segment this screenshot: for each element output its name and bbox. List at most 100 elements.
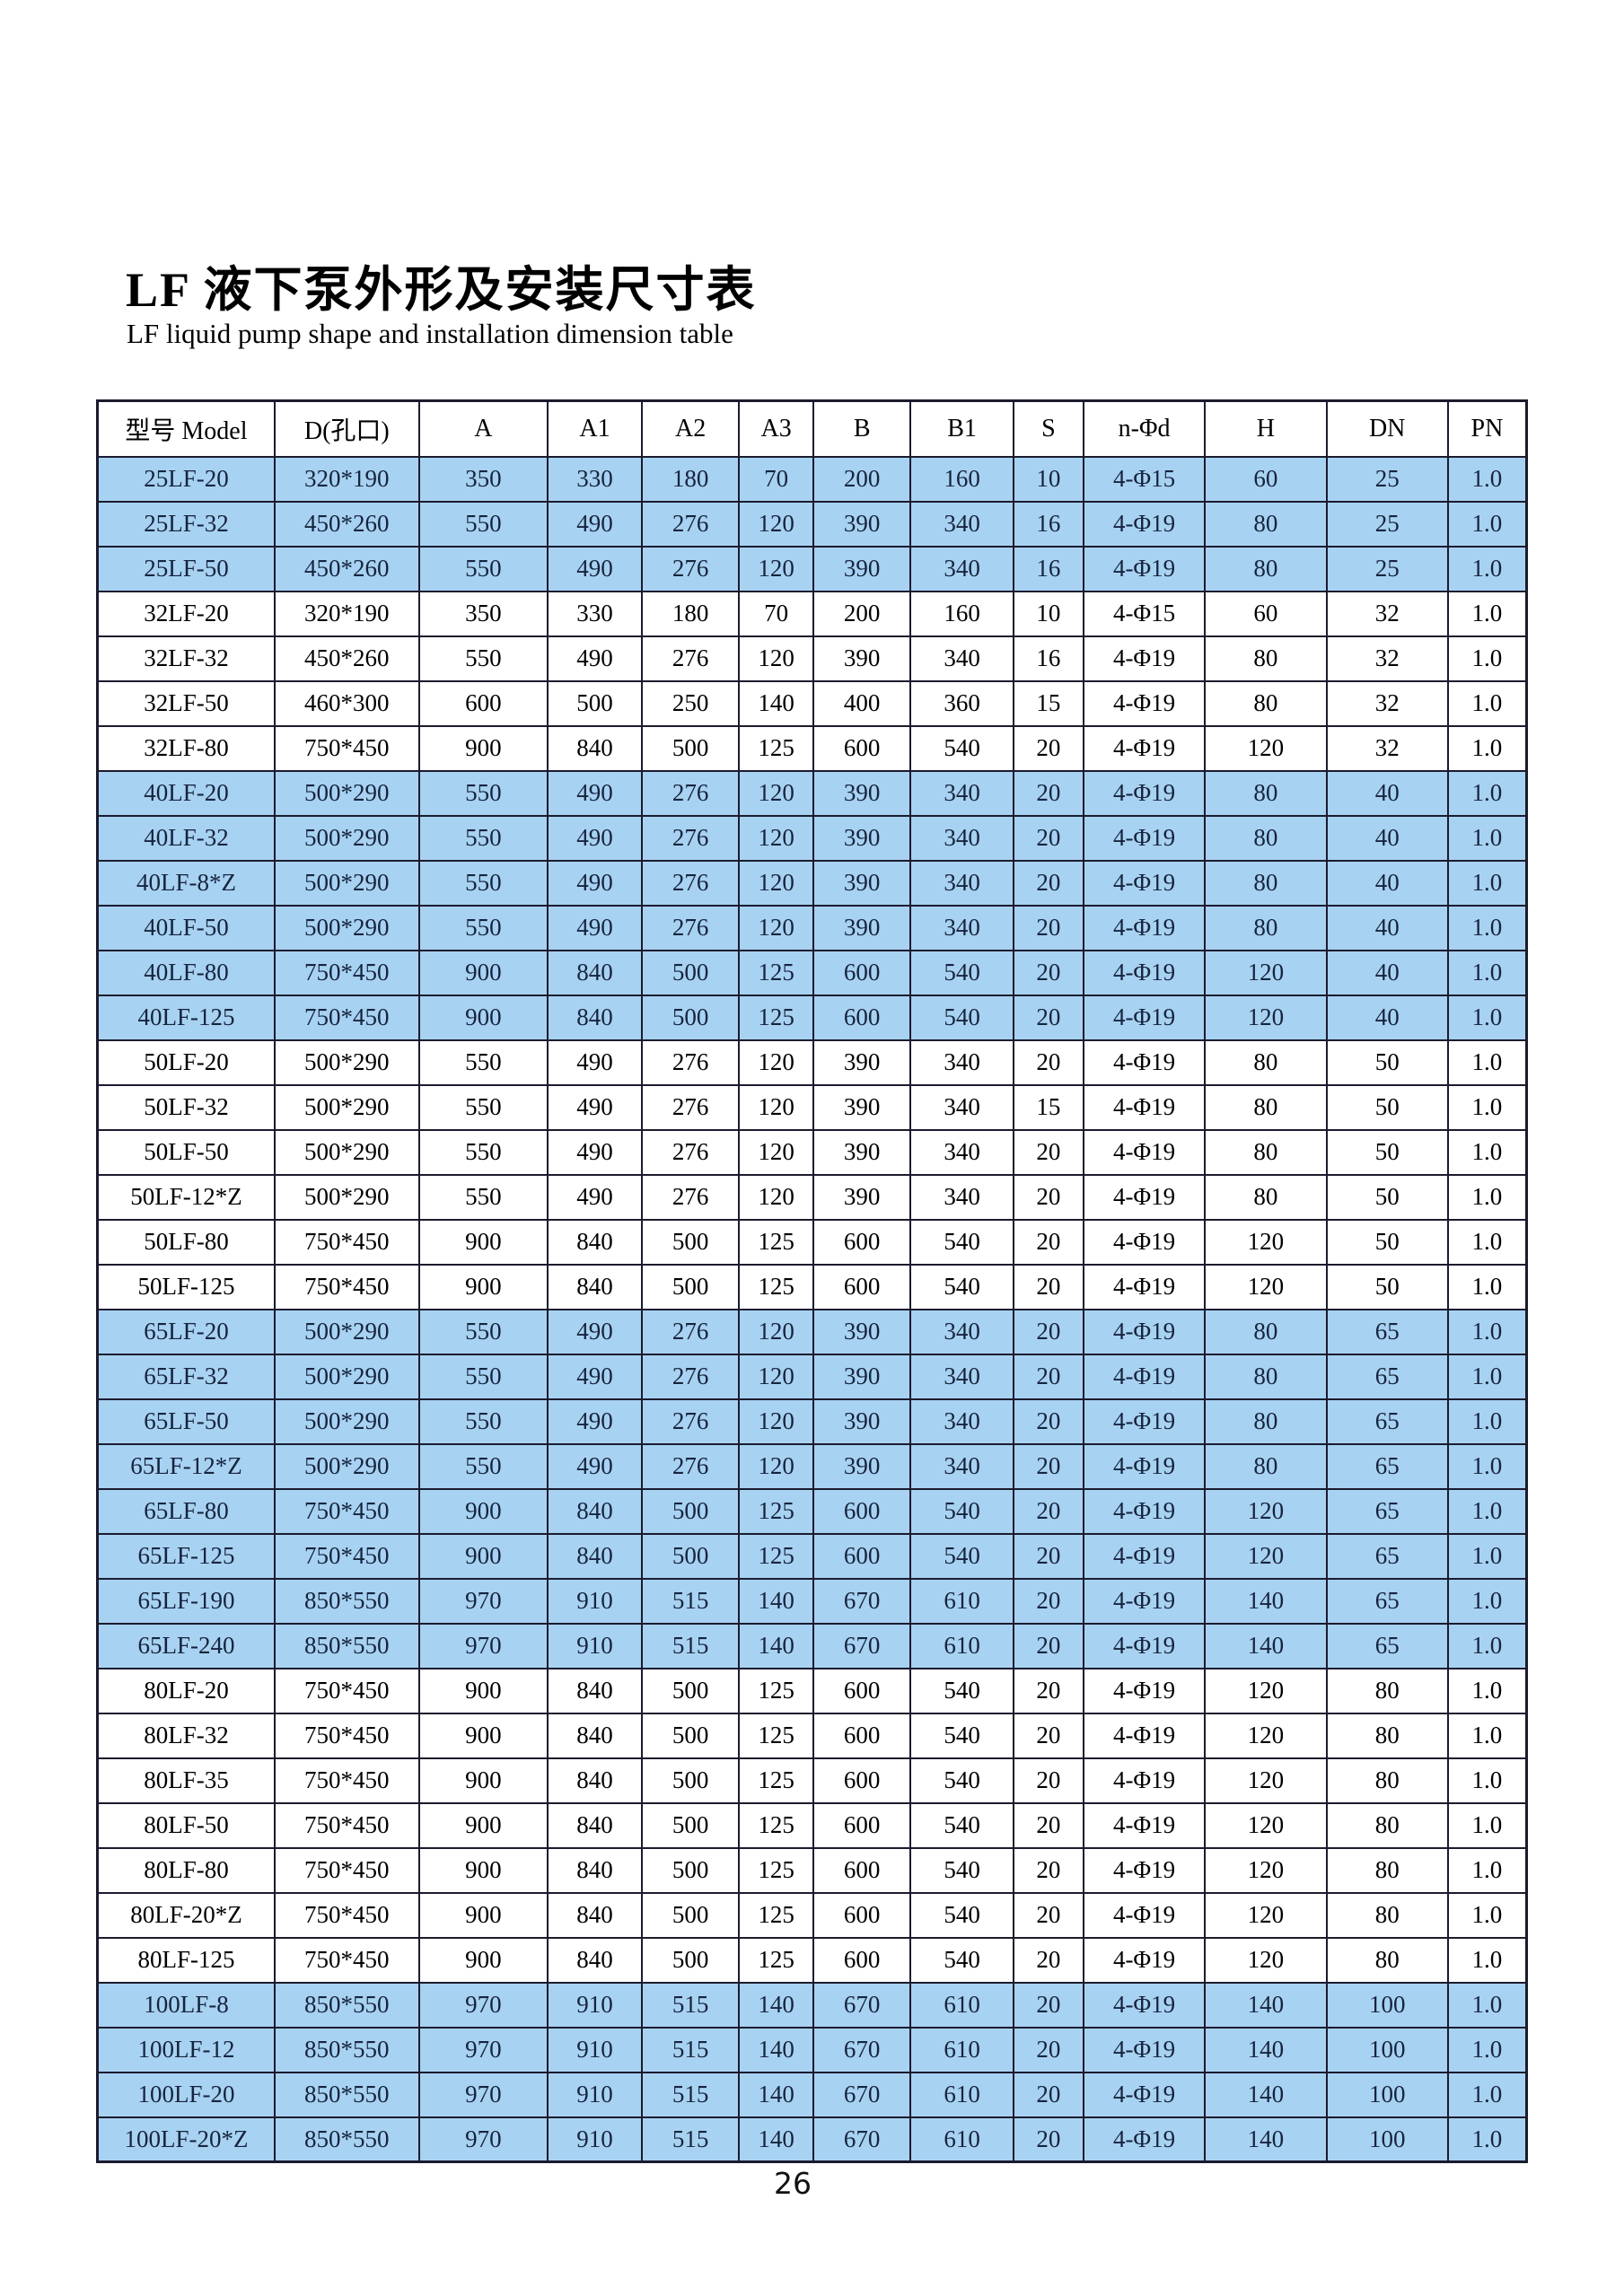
value-cell: 15 xyxy=(1012,679,1084,727)
value-cell: 25 xyxy=(1325,545,1449,592)
value-cell: 140 xyxy=(738,679,815,727)
value-cell: 850*550 xyxy=(273,1981,420,2029)
value-cell: 1.0 xyxy=(1446,1083,1528,1131)
value-cell: 20 xyxy=(1012,1891,1084,1939)
value-cell: 600 xyxy=(417,679,549,727)
value-cell: 140 xyxy=(1204,1577,1328,1625)
value-cell: 900 xyxy=(417,994,549,1041)
value-cell: 20 xyxy=(1012,1218,1084,1266)
value-cell: 750*450 xyxy=(273,1667,420,1714)
value-cell: 490 xyxy=(546,1353,644,1400)
value-cell: 40 xyxy=(1325,904,1449,951)
value-cell: 276 xyxy=(641,1442,741,1490)
value-cell: 276 xyxy=(641,859,741,907)
value-cell: 4-Φ19 xyxy=(1082,1801,1207,1849)
column-header: n-Φd xyxy=(1082,399,1207,458)
value-cell: 4-Φ15 xyxy=(1082,590,1207,637)
table-row: 100LF-20*Z 850*550 970 910 515 140 670 610 20 4-Φ… xyxy=(96,2116,1528,2163)
value-cell: 1.0 xyxy=(1446,1622,1528,1669)
value-cell: 4-Φ19 xyxy=(1082,1353,1207,1400)
value-cell: 32 xyxy=(1325,590,1449,637)
value-cell: 140 xyxy=(1204,2116,1328,2163)
value-cell: 600 xyxy=(812,1891,912,1939)
value-cell: 1.0 xyxy=(1446,1218,1528,1266)
table-row: 65LF-50 500*290 550 490 276 120 390 340 20 4-Φ19 8… xyxy=(96,1398,1528,1445)
value-cell: 390 xyxy=(812,769,912,817)
model-cell: 80LF-35 xyxy=(96,1757,276,1804)
value-cell: 550 xyxy=(417,904,549,951)
value-cell: 340 xyxy=(909,1398,1014,1445)
value-cell: 276 xyxy=(641,1173,741,1221)
value-cell: 4-Φ19 xyxy=(1082,635,1207,682)
value-cell: 120 xyxy=(738,1308,815,1355)
value-cell: 140 xyxy=(738,1577,815,1625)
value-cell: 1.0 xyxy=(1446,1398,1528,1445)
value-cell: 4-Φ19 xyxy=(1082,1128,1207,1176)
value-cell: 120 xyxy=(1204,1846,1328,1894)
value-cell: 970 xyxy=(417,2116,549,2163)
value-cell: 515 xyxy=(641,2116,741,2163)
value-cell: 20 xyxy=(1012,1173,1084,1221)
value-cell: 500 xyxy=(641,1801,741,1849)
value-cell: 540 xyxy=(909,1218,1014,1266)
value-cell: 80 xyxy=(1325,1936,1449,1984)
model-cell: 50LF-20 xyxy=(96,1038,276,1086)
value-cell: 840 xyxy=(546,949,644,996)
value-cell: 340 xyxy=(909,859,1014,907)
value-cell: 276 xyxy=(641,1038,741,1086)
table-row: 80LF-32 750*450 900 840 500 125 600 540 20 4-Φ19 1… xyxy=(96,1712,1528,1759)
value-cell: 140 xyxy=(738,2116,815,2163)
value-cell: 850*550 xyxy=(273,1577,420,1625)
value-cell: 550 xyxy=(417,1398,549,1445)
value-cell: 20 xyxy=(1012,1398,1084,1445)
value-cell: 390 xyxy=(812,1128,912,1176)
value-cell: 910 xyxy=(546,1577,644,1625)
value-cell: 120 xyxy=(738,904,815,951)
value-cell: 65 xyxy=(1325,1577,1449,1625)
value-cell: 120 xyxy=(1204,949,1328,996)
value-cell: 140 xyxy=(1204,2071,1328,2118)
value-cell: 140 xyxy=(738,1981,815,2029)
value-cell: 125 xyxy=(738,1712,815,1759)
value-cell: 500*290 xyxy=(273,859,420,907)
value-cell: 180 xyxy=(641,455,741,503)
value-cell: 125 xyxy=(738,1846,815,1894)
value-cell: 80 xyxy=(1204,1083,1328,1131)
value-cell: 50 xyxy=(1325,1218,1449,1266)
table-row: 25LF-20 320*190 350 330 180 70 200 160 10 4-Φ15 60… xyxy=(96,455,1528,503)
value-cell: 500*290 xyxy=(273,904,420,951)
value-cell: 20 xyxy=(1012,814,1084,862)
value-cell: 1.0 xyxy=(1446,1981,1528,2029)
value-cell: 550 xyxy=(417,1353,549,1400)
value-cell: 840 xyxy=(546,1532,644,1580)
model-cell: 100LF-20 xyxy=(96,2071,276,2118)
value-cell: 390 xyxy=(812,500,912,548)
value-cell: 750*450 xyxy=(273,1487,420,1535)
value-cell: 120 xyxy=(738,1353,815,1400)
value-cell: 750*450 xyxy=(273,724,420,772)
table-row: 80LF-80 750*450 900 840 500 125 600 540 20 4-Φ19 1… xyxy=(96,1846,1528,1894)
value-cell: 840 xyxy=(546,1218,644,1266)
value-cell: 276 xyxy=(641,500,741,548)
value-cell: 4-Φ19 xyxy=(1082,1532,1207,1580)
value-cell: 65 xyxy=(1325,1308,1449,1355)
value-cell: 500*290 xyxy=(273,1083,420,1131)
value-cell: 125 xyxy=(738,1667,815,1714)
value-cell: 140 xyxy=(738,2026,815,2073)
table-body: 25LF-20 320*190 350 330 180 70 200 160 10 4-Φ15 60… xyxy=(96,455,1528,2163)
value-cell: 60 xyxy=(1204,590,1328,637)
table-row: 32LF-20 320*190 350 330 180 70 200 160 10 4-Φ15 60… xyxy=(96,590,1528,637)
value-cell: 340 xyxy=(909,545,1014,592)
model-cell: 25LF-32 xyxy=(96,500,276,548)
table-row: 40LF-125 750*450 900 840 500 125 600 540 20 4-Φ19… xyxy=(96,994,1528,1041)
value-cell: 1.0 xyxy=(1446,545,1528,592)
value-cell: 250 xyxy=(641,679,741,727)
value-cell: 65 xyxy=(1325,1532,1449,1580)
value-cell: 4-Φ19 xyxy=(1082,1487,1207,1535)
column-header: H xyxy=(1204,399,1328,458)
value-cell: 670 xyxy=(812,2026,912,2073)
value-cell: 50 xyxy=(1325,1128,1449,1176)
value-cell: 120 xyxy=(738,814,815,862)
value-cell: 125 xyxy=(738,1263,815,1310)
